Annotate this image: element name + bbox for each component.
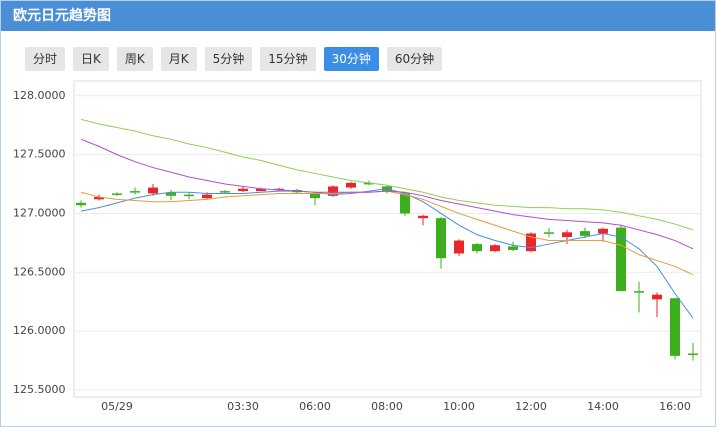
plot-border	[73, 80, 702, 398]
candle-body	[598, 228, 608, 234]
candle-body	[76, 202, 86, 206]
y-tick-label: 128.0000	[13, 89, 66, 102]
candle-body	[580, 231, 590, 236]
candle-body	[94, 196, 104, 200]
candle-body	[562, 232, 572, 237]
tab-button[interactable]: 周K	[116, 47, 153, 71]
candle-body	[130, 191, 140, 193]
y-tick-label: 127.5000	[13, 148, 66, 161]
candle-body	[184, 194, 194, 197]
tab-button[interactable]: 60分钟	[386, 47, 443, 71]
candle-body	[652, 294, 662, 300]
candle-body	[418, 215, 428, 219]
candle-body	[310, 193, 320, 199]
x-tick-label: 08:00	[371, 400, 403, 413]
candle-body	[688, 353, 698, 356]
candle-body	[472, 244, 482, 252]
candle-body	[220, 191, 230, 193]
tab-button[interactable]: 日K	[73, 47, 109, 71]
moving-average-line	[80, 138, 694, 250]
tab-button[interactable]: 15分钟	[260, 47, 316, 71]
tab-bar: 分时 日K 周K 月K 5分钟 15分钟 30分钟 60分钟	[25, 47, 443, 71]
y-tick-label: 127.0000	[13, 206, 66, 219]
candle-body	[526, 233, 536, 252]
tab-button[interactable]: 30分钟	[323, 47, 379, 71]
x-tick-label: 03:30	[227, 400, 259, 413]
candle-body	[202, 194, 212, 199]
candle-body	[346, 182, 356, 188]
candle-body	[166, 192, 176, 196]
candle-body	[112, 193, 122, 195]
candle-body	[616, 227, 626, 292]
y-tick-label: 126.5000	[13, 265, 66, 278]
y-tick-label: 126.0000	[13, 324, 66, 337]
candle-body	[256, 188, 266, 192]
y-tick-label: 125.5000	[13, 383, 66, 396]
candle-body	[436, 218, 446, 259]
x-tick-label: 06:00	[299, 400, 331, 413]
moving-average-line	[80, 188, 694, 319]
candle-body	[544, 232, 554, 234]
moving-average-line	[80, 118, 694, 231]
candle-body	[508, 246, 518, 250]
x-tick-label: 12:00	[515, 400, 547, 413]
candle-body	[328, 186, 338, 196]
candle-body	[670, 298, 680, 356]
candle-body	[490, 245, 500, 252]
tab-button[interactable]: 分时	[25, 47, 66, 71]
candle-body	[148, 187, 158, 194]
x-tick-label: 14:00	[587, 400, 619, 413]
candle-body	[364, 182, 374, 185]
header-title: 欧元日元趋势图	[1, 1, 715, 31]
x-tick-label: 16:00	[659, 400, 691, 413]
candle-body	[238, 188, 248, 192]
x-tick-label: 05/29	[101, 400, 133, 413]
tab-button[interactable]: 月K	[160, 47, 197, 71]
tab-button[interactable]: 5分钟	[204, 47, 253, 71]
candle-body	[634, 291, 644, 293]
candle-body	[454, 240, 464, 254]
candle-body	[400, 193, 410, 214]
x-tick-label: 10:00	[443, 400, 475, 413]
